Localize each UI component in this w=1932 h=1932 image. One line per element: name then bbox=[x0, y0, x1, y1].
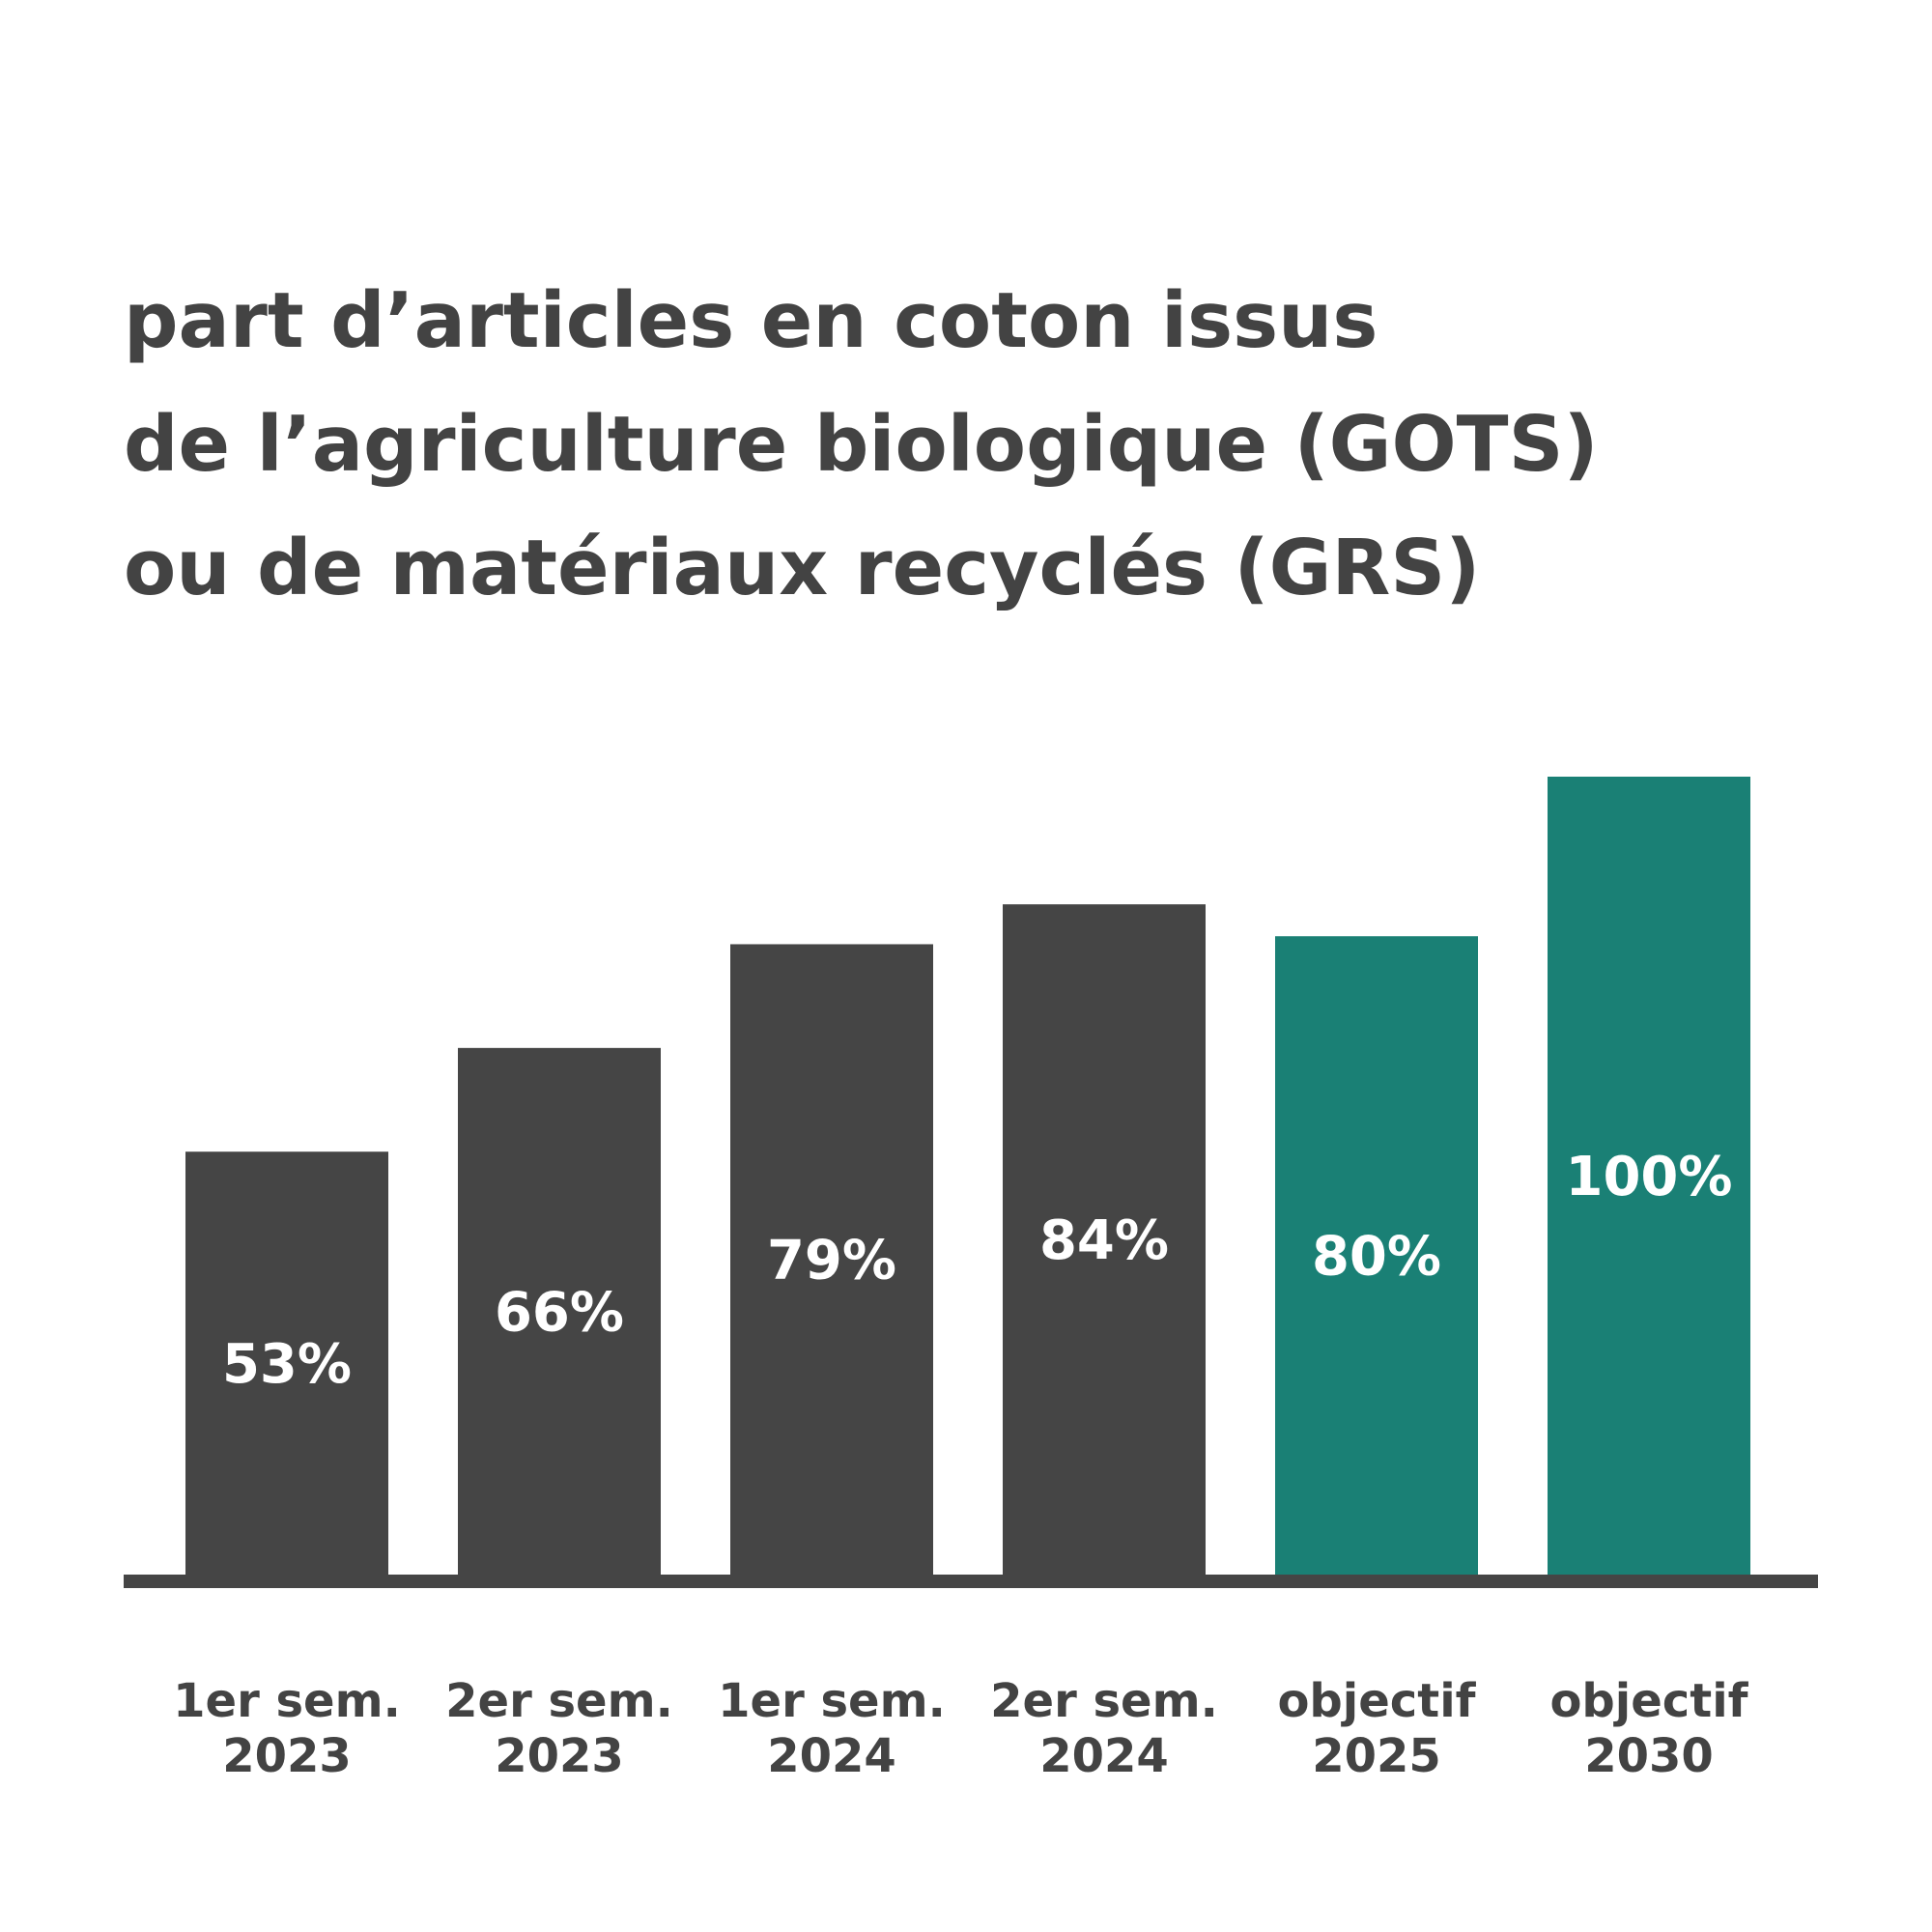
bar-1 bbox=[185, 1151, 388, 1575]
chart-title-line-2: de l’agriculture biologique (GOTS) bbox=[124, 400, 1599, 489]
category-label-3-line-2: 2024 bbox=[767, 1729, 896, 1783]
category-label-1-line-1: 1er sem. bbox=[173, 1674, 401, 1728]
chart-title-line-3: ou de matériaux recyclés (GRS) bbox=[124, 524, 1481, 612]
bar-4 bbox=[1003, 904, 1206, 1575]
category-label-4-line-1: 2er sem. bbox=[990, 1674, 1218, 1728]
value-labels-layer: 53% 66% 79% 84% 80% 100% bbox=[222, 1146, 1733, 1396]
category-label-3-line-1: 1er sem. bbox=[718, 1674, 946, 1728]
bar-value-label-5: 80% bbox=[1312, 1226, 1441, 1289]
bar-value-label-3: 79% bbox=[767, 1230, 896, 1293]
category-label-2-line-1: 2er sem. bbox=[445, 1674, 673, 1728]
bar-2 bbox=[458, 1047, 661, 1575]
bar-3 bbox=[730, 944, 933, 1575]
bar-5 bbox=[1275, 936, 1478, 1575]
bar-value-label-2: 66% bbox=[495, 1281, 624, 1344]
bar-value-label-6: 100% bbox=[1565, 1146, 1732, 1208]
chart-title: part d’articles en coton issus de l’agri… bbox=[124, 259, 1862, 630]
bars-layer bbox=[185, 777, 1750, 1575]
bar-value-label-4: 84% bbox=[1039, 1209, 1169, 1272]
category-label-6-line-2: 2030 bbox=[1584, 1729, 1714, 1783]
bar-6 bbox=[1548, 777, 1750, 1575]
category-label-4-line-2: 2024 bbox=[1039, 1729, 1169, 1783]
category-label-2-line-2: 2023 bbox=[495, 1729, 624, 1783]
bar-value-label-1: 53% bbox=[222, 1333, 352, 1396]
category-label-6-line-1: objectif bbox=[1549, 1674, 1748, 1728]
category-label-5-line-2: 2025 bbox=[1312, 1729, 1441, 1783]
chart-title-line-1: part d’articles en coton issus bbox=[124, 276, 1378, 365]
category-label-1-line-2: 2023 bbox=[222, 1729, 352, 1783]
category-label-5-line-1: objectif bbox=[1277, 1674, 1476, 1728]
